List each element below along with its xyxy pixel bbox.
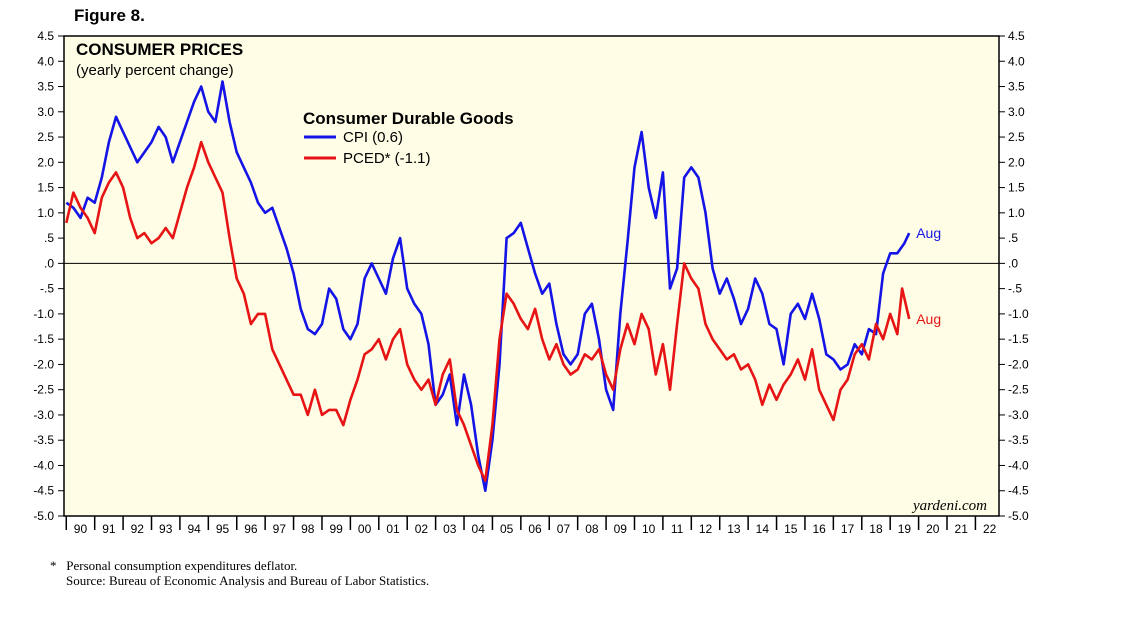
x-tick-label: 99	[329, 522, 343, 536]
y-tick-label-right: -1.5	[1008, 332, 1029, 346]
y-tick-label-right: -.5	[1008, 282, 1022, 296]
plot-frame	[63, 35, 1000, 517]
x-tick-label: 14	[756, 522, 770, 536]
pced-legend-label: PCED* (-1.1)	[343, 150, 431, 167]
x-tick-label: 22	[983, 522, 997, 536]
y-tick-label-left: -.5	[40, 282, 54, 296]
x-tick-label: 02	[415, 522, 429, 536]
y-tick-label-left: -5.0	[33, 509, 54, 523]
x-tick-label: 95	[216, 522, 230, 536]
cpi-legend-label: CPI (0.6)	[343, 129, 403, 146]
plot-border	[63, 35, 1000, 517]
y-axis-left: -5.0 -4.5 -4.0 -3.5 -3.0 -2.5 -2.0 -1.5 -1.0 -.5.…	[33, 29, 64, 523]
y-tick-label-right: -2.0	[1008, 357, 1029, 371]
x-tick-label: 93	[159, 522, 173, 536]
x-tick-label: 08	[585, 522, 599, 536]
legend-title: Consumer Durable Goods	[303, 109, 514, 128]
y-tick-label-right: -5.0	[1008, 509, 1029, 523]
y-tick-label-left: -3.0	[33, 408, 54, 422]
x-tick-label: 16	[812, 522, 826, 536]
y-tick-label-right: -4.0	[1008, 458, 1029, 472]
y-tick-label-left: 1.5	[37, 181, 54, 195]
y-tick-label-right: 2.5	[1008, 130, 1025, 144]
y-tick-label-left: 4.5	[37, 29, 54, 43]
x-tick-label: 21	[955, 522, 969, 536]
plot-area	[64, 36, 999, 516]
y-tick-label-right: -3.5	[1008, 433, 1029, 447]
y-tick-label-left: -1.5	[33, 332, 54, 346]
cpi-series-line	[65, 80, 911, 492]
x-tick-label: 91	[102, 522, 116, 536]
x-tick-label: 07	[557, 522, 571, 536]
footnote-definition: * Personal consumption expenditures defl…	[50, 558, 297, 574]
y-tick-label-left: -1.0	[33, 307, 54, 321]
y-tick-label-right: 1.0	[1008, 206, 1025, 220]
y-tick-label-left: 1.0	[37, 206, 54, 220]
y-tick-label-left: 3.0	[37, 105, 54, 119]
x-tick-label: 05	[500, 522, 514, 536]
figure-label: Figure 8.	[74, 6, 145, 25]
chart: -5.0 -4.5 -4.0 -3.5 -3.0 -2.5 -2.0 -1.5 -1.0 -.5.…	[33, 29, 1029, 536]
y-tick-label-right: 3.5	[1008, 80, 1025, 94]
y-tick-label-left: 4.0	[37, 54, 54, 68]
y-tick-label-left: .0	[44, 256, 54, 270]
pced-end-label: Aug	[916, 311, 941, 327]
y-tick-label-right: .0	[1008, 256, 1018, 270]
x-tick-label: 15	[784, 522, 798, 536]
x-tick-label: 92	[131, 522, 145, 536]
x-tick-label: 97	[273, 522, 287, 536]
y-tick-label-right: .5	[1008, 231, 1018, 245]
y-tick-label-left: 3.5	[37, 80, 54, 94]
y-tick-label-right: -3.0	[1008, 408, 1029, 422]
chart-title: CONSUMER PRICES	[76, 40, 243, 59]
y-tick-label-right: 2.0	[1008, 155, 1025, 169]
y-tick-label-left: -3.5	[33, 433, 54, 447]
x-tick-label: 01	[386, 522, 400, 536]
y-tick-label-left: 2.0	[37, 155, 54, 169]
x-tick-label: 17	[841, 522, 855, 536]
chart-subtitle: (yearly percent change)	[76, 62, 234, 79]
y-tick-label-right: 4.5	[1008, 29, 1025, 43]
x-tick-label: 12	[699, 522, 713, 536]
x-tick-label: 94	[187, 522, 201, 536]
y-tick-label-left: -4.0	[33, 458, 54, 472]
cpi-end-label: Aug	[916, 225, 941, 241]
x-tick-label: 19	[898, 522, 912, 536]
footnote-source: Source: Bureau of Economic Analysis and …	[66, 573, 430, 588]
x-tick-label: 18	[869, 522, 883, 536]
x-tick-label: 09	[614, 522, 628, 536]
y-tick-label-right: 3.0	[1008, 105, 1025, 119]
watermark-yardeni: yardeni.com	[911, 498, 987, 514]
y-tick-label-right: 1.5	[1008, 181, 1025, 195]
y-tick-label-left: -2.0	[33, 357, 54, 371]
x-tick-label: 96	[244, 522, 258, 536]
pced-series-line	[65, 140, 911, 482]
y-tick-label-left: -2.5	[33, 383, 54, 397]
x-tick-label: 03	[443, 522, 457, 536]
x-tick-label: 10	[642, 522, 656, 536]
x-tick-label: 90	[74, 522, 88, 536]
y-tick-label-left: 2.5	[37, 130, 54, 144]
y-tick-label-right: -2.5	[1008, 383, 1029, 397]
x-tick-label: 98	[301, 522, 315, 536]
footnote-marker: *	[50, 558, 57, 573]
y-axis-right: -5.0 -4.5 -4.0 -3.5 -3.0 -2.5 -2.0 -1.5 -1.0 -.5.…	[999, 29, 1029, 523]
series-layer: Aug Aug	[65, 80, 941, 492]
x-axis: 90 91 92 93 94 95 96 97 98 99 00 01 02 03 04 05 06 07 08 09…	[65, 516, 997, 536]
x-tick-label: 06	[528, 522, 542, 536]
y-tick-label-left: -4.5	[33, 484, 54, 498]
y-tick-label-right: -4.5	[1008, 484, 1029, 498]
legend: CPI (0.6) PCED* (-1.1)	[304, 129, 431, 167]
y-tick-label-right: 4.0	[1008, 54, 1025, 68]
x-tick-label: 13	[727, 522, 741, 536]
y-tick-label-right: -1.0	[1008, 307, 1029, 321]
footnote-definition-text: Personal consumption expenditures deflat…	[66, 558, 298, 573]
x-tick-label: 00	[358, 522, 372, 536]
y-tick-label-left: .5	[44, 231, 54, 245]
x-tick-label: 20	[926, 522, 940, 536]
x-tick-label: 04	[472, 522, 486, 536]
x-tick-label: 11	[671, 522, 684, 536]
